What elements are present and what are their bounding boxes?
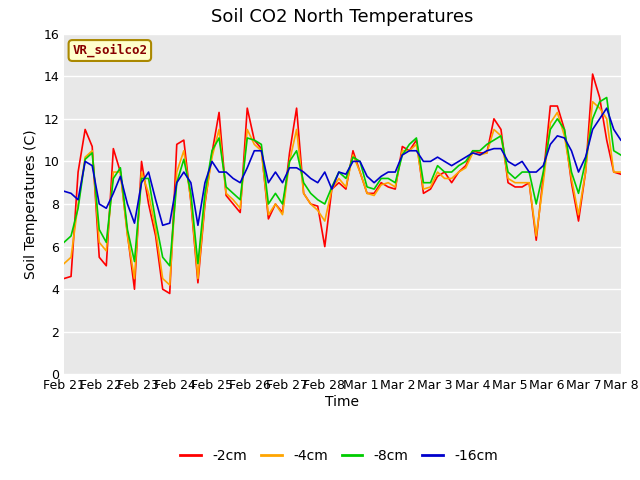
Line: -4cm: -4cm: [64, 102, 621, 285]
-16cm: [603, 105, 611, 111]
-8cm: [617, 152, 625, 158]
-4cm: [314, 207, 321, 213]
-16cm: [399, 152, 406, 158]
-16cm: [617, 137, 625, 143]
Line: -2cm: -2cm: [64, 74, 621, 293]
-4cm: [427, 184, 435, 190]
-16cm: [561, 135, 568, 141]
Title: Soil CO2 North Temperatures: Soil CO2 North Temperatures: [211, 9, 474, 26]
-4cm: [561, 133, 568, 139]
-8cm: [427, 180, 435, 186]
-2cm: [406, 148, 413, 154]
-16cm: [406, 148, 413, 154]
-2cm: [60, 276, 68, 281]
-2cm: [448, 180, 456, 186]
-2cm: [399, 144, 406, 149]
-8cm: [60, 240, 68, 245]
-4cm: [589, 99, 596, 105]
-2cm: [589, 71, 596, 77]
-2cm: [427, 186, 435, 192]
-16cm: [60, 188, 68, 194]
-8cm: [561, 127, 568, 132]
Y-axis label: Soil Temperatures (C): Soil Temperatures (C): [24, 129, 38, 279]
-8cm: [603, 95, 611, 100]
-16cm: [448, 163, 456, 168]
-8cm: [406, 142, 413, 147]
Text: VR_soilco2: VR_soilco2: [72, 44, 147, 57]
-4cm: [166, 282, 173, 288]
-4cm: [617, 169, 625, 175]
-2cm: [617, 171, 625, 177]
-16cm: [159, 222, 166, 228]
-4cm: [399, 148, 406, 154]
-2cm: [166, 290, 173, 296]
-8cm: [314, 197, 321, 203]
-16cm: [427, 158, 435, 164]
-8cm: [399, 152, 406, 158]
-4cm: [406, 148, 413, 154]
-4cm: [60, 261, 68, 266]
Line: -8cm: -8cm: [64, 97, 621, 266]
-8cm: [166, 263, 173, 269]
-16cm: [314, 180, 321, 186]
-2cm: [314, 203, 321, 209]
Legend: -2cm, -4cm, -8cm, -16cm: -2cm, -4cm, -8cm, -16cm: [175, 443, 504, 468]
X-axis label: Time: Time: [325, 395, 360, 409]
-8cm: [448, 169, 456, 175]
-4cm: [448, 176, 456, 181]
-2cm: [561, 127, 568, 132]
Line: -16cm: -16cm: [64, 108, 621, 225]
